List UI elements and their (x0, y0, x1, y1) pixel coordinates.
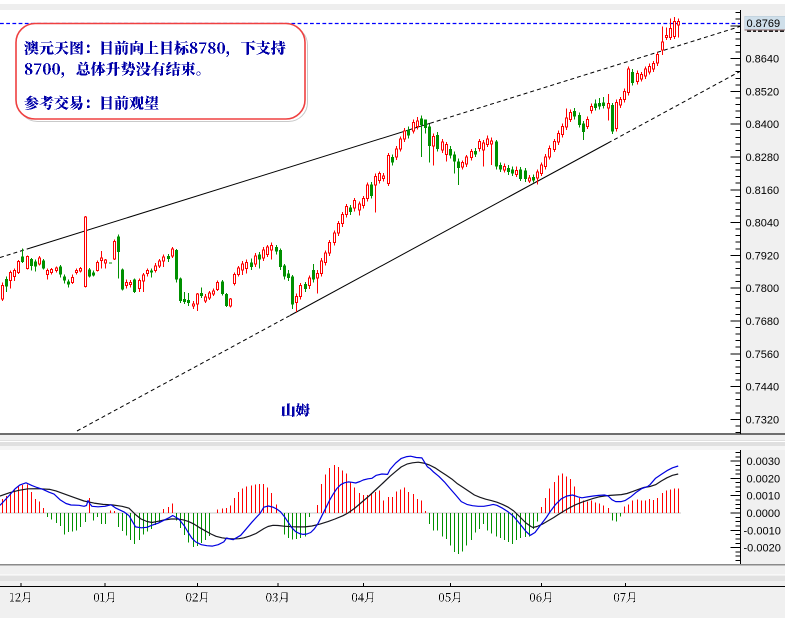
svg-text:0.7680: 0.7680 (746, 316, 780, 328)
svg-text:0.8640: 0.8640 (746, 54, 780, 66)
svg-text:0.8160: 0.8160 (746, 185, 780, 197)
svg-text:0.7440: 0.7440 (746, 382, 780, 394)
svg-text:0.8520: 0.8520 (746, 86, 780, 98)
svg-text:0.0000: 0.0000 (747, 508, 781, 520)
svg-text:0.0010: 0.0010 (747, 491, 781, 503)
svg-text:0.0030: 0.0030 (747, 456, 781, 468)
svg-text:-0.0020: -0.0020 (744, 543, 781, 555)
svg-text:0.8040: 0.8040 (746, 218, 780, 230)
svg-text:0.7800: 0.7800 (746, 283, 780, 295)
svg-text:0.8769: 0.8769 (747, 18, 781, 30)
svg-text:0.0020: 0.0020 (747, 473, 781, 485)
svg-text:0.8400: 0.8400 (746, 119, 780, 131)
svg-text:0.8280: 0.8280 (746, 152, 780, 164)
svg-text:0.7920: 0.7920 (746, 250, 780, 262)
svg-text:-0.0010: -0.0010 (744, 525, 781, 537)
svg-text:0.7560: 0.7560 (746, 349, 780, 361)
svg-text:0.7320: 0.7320 (746, 414, 780, 426)
